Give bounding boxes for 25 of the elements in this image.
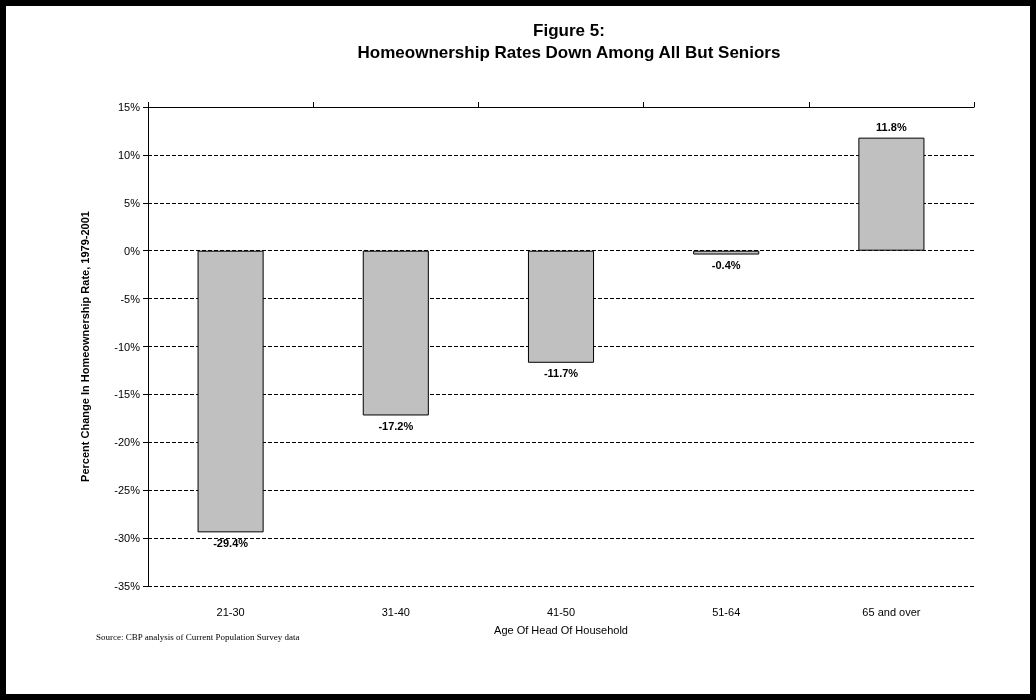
x-tick-label: 65 and over	[862, 605, 921, 618]
x-tick-label: 51-64	[712, 605, 741, 618]
data-label: -29.4%	[213, 536, 249, 549]
source-note: Source: CBP analysis of Current Population Survey data	[96, 631, 300, 642]
x-tick-label: 31-40	[381, 605, 410, 618]
y-tick-label: -15%	[114, 388, 141, 401]
x-axis-title: Age Of Head Of Household	[494, 623, 628, 636]
chart-title: Figure 5: Homeownership Rates Down Among All But Seniors	[357, 20, 781, 62]
y-tick-label: -20%	[114, 436, 141, 449]
y-tick-label: 15%	[117, 101, 141, 113]
y-tick-label: -25%	[114, 484, 141, 497]
y-tick-label: -5%	[120, 292, 141, 305]
y-tick-label: 5%	[124, 196, 141, 209]
data-label: -0.4%	[711, 259, 741, 272]
data-label: -17.2%	[378, 419, 414, 432]
data-label: -11.7%	[543, 367, 579, 380]
y-tick-label: 10%	[117, 148, 141, 161]
y-tick-label: 0%	[124, 244, 141, 257]
data-label: 11.8%	[876, 121, 907, 134]
y-tick-label: -30%	[114, 532, 141, 545]
y-axis-title: Percent Change In Homeownership Rate, 1979-2001	[78, 211, 91, 482]
x-tick-label: 41-50	[546, 605, 576, 618]
x-tick-label: 21-30	[216, 605, 245, 618]
y-tick-label: -35%	[114, 580, 141, 592]
y-tick-label: -10%	[114, 340, 141, 353]
